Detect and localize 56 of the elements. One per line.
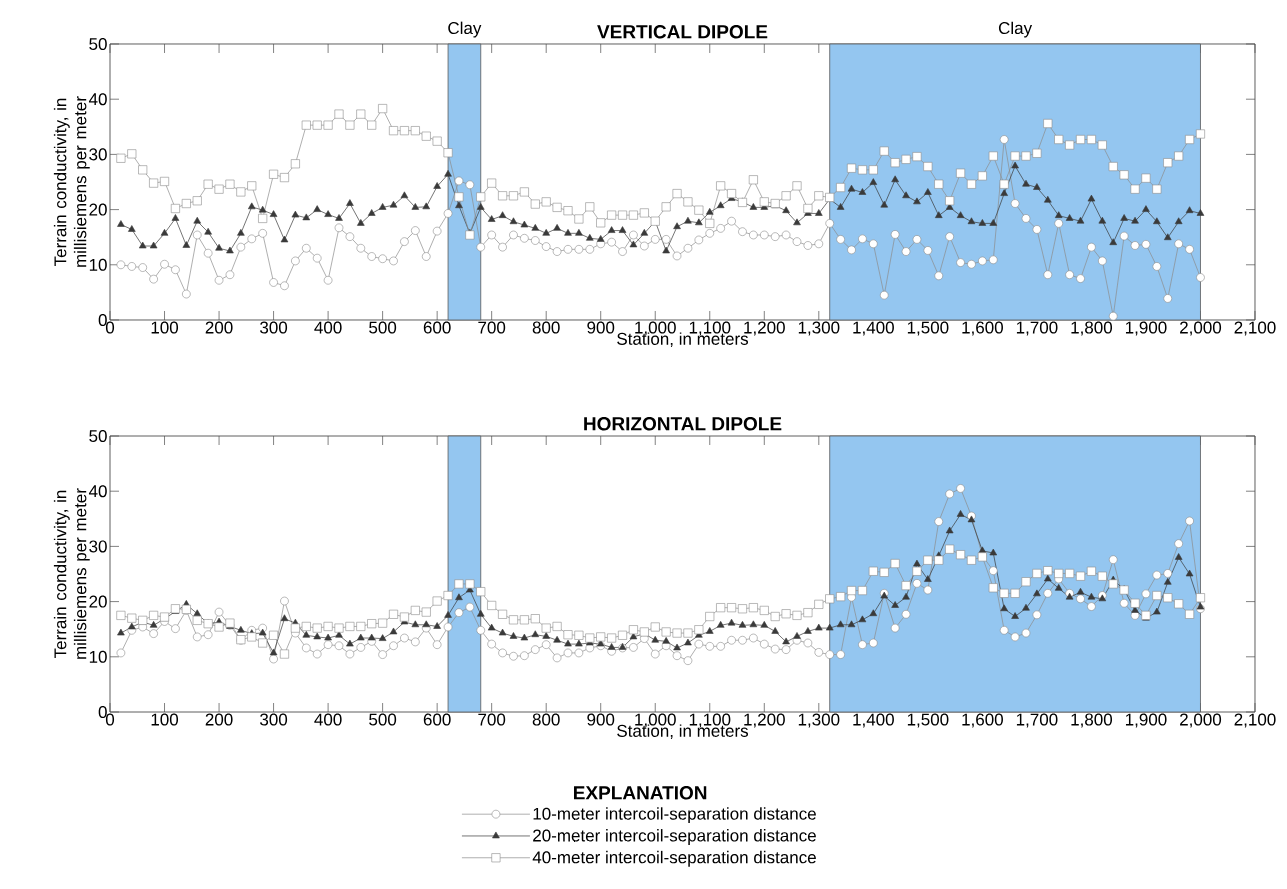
x-tick-label: 700: [478, 321, 506, 334]
x-tick-label: 1,800: [1071, 713, 1113, 728]
x-tick-label: 1,600: [962, 713, 1003, 728]
x-tick-label: 2,100: [1234, 713, 1276, 728]
band-label: Clay: [998, 21, 1033, 38]
x-tick-label: 1,900: [1125, 321, 1167, 336]
x-tick-label: 900: [587, 713, 615, 726]
y-tick-label: 10: [89, 650, 107, 663]
x-tick-label: 800: [532, 321, 560, 334]
x-tick-label: 700: [478, 713, 506, 726]
x-tick-label: 1,700: [1016, 321, 1058, 336]
x-tick-label: 1,300: [798, 713, 840, 728]
x-tick-label: 1,800: [1071, 321, 1113, 336]
legend-label: 40-meter intercoil-separation distance: [532, 850, 816, 867]
band-label: Clay: [448, 21, 482, 38]
x-tick-label: 1,400: [853, 713, 894, 728]
x-tick-label: 1,500: [907, 713, 949, 728]
y-tick-label: 40: [88, 485, 107, 498]
y-tick-label: 50: [89, 37, 107, 51]
x-tick-label: 1,600: [962, 321, 1003, 336]
x-tick-label: 100: [151, 713, 179, 726]
x-tick-label: 1,700: [1016, 713, 1058, 728]
x-tick-label: 900: [587, 321, 615, 334]
y-axis-title: Terrain conductivity, in millisiemens per meter: [53, 96, 90, 267]
x-tick-label: 2,000: [1180, 713, 1222, 728]
x-tick-label: 1,500: [907, 321, 949, 336]
x-tick-label: 2,100: [1234, 321, 1276, 336]
x-tick-label: 400: [314, 321, 342, 334]
x-tick-label: 300: [260, 321, 288, 334]
x-tick-label: 800: [532, 713, 560, 726]
x-tick-label: 600: [423, 713, 451, 726]
y-tick-label: 40: [88, 93, 107, 106]
legend-label: 20-meter intercoil-separation distance: [533, 829, 816, 845]
x-tick-label: 2,000: [1180, 321, 1222, 336]
y-tick-label: 20: [89, 595, 107, 608]
x-tick-label: 1,300: [798, 321, 840, 336]
x-tick-label: 500: [369, 713, 397, 726]
x-tick-label: 300: [260, 713, 288, 726]
x-tick-label: 600: [423, 321, 451, 334]
y-axis-title: Terrain conductivity, in millisiemens per meter: [53, 488, 90, 659]
x-tick-label: 1,900: [1125, 713, 1167, 728]
x-tick-label: 200: [205, 713, 233, 726]
y-tick-label: 30: [89, 148, 107, 161]
x-tick-label: 100: [151, 321, 179, 334]
y-tick-label: 20: [89, 203, 107, 216]
chart-title: HORIZONTAL DIPOLE: [584, 417, 782, 431]
legend-title: EXPLANATION: [574, 786, 707, 800]
x-tick-label: 500: [369, 321, 397, 334]
x-tick-label: 200: [205, 321, 233, 334]
y-tick-label: 30: [89, 540, 107, 553]
x-tick-label: 400: [314, 713, 342, 726]
x-tick-label: 1,400: [853, 321, 894, 336]
y-tick-label: 50: [89, 429, 107, 443]
chart-title: VERTICAL DIPOLE: [597, 25, 768, 39]
y-tick-label: 10: [89, 258, 107, 271]
legend-label: 10-meter intercoil-separation distance: [533, 807, 816, 824]
